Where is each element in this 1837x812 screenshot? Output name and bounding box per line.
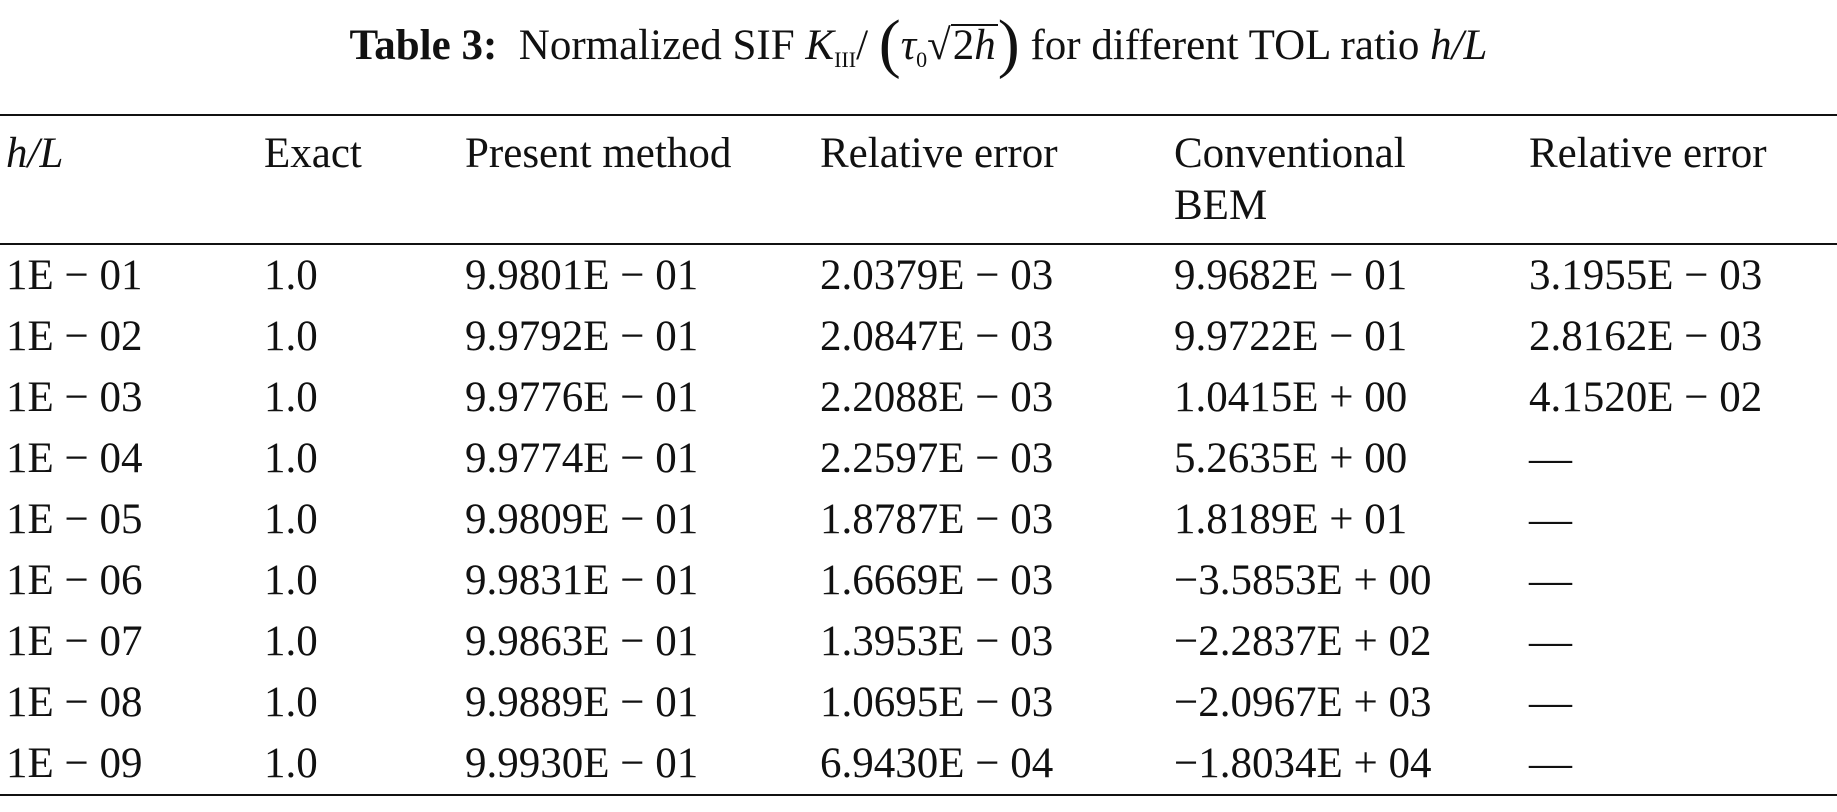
table-body: 1E − 01 1.0 9.9801E − 01 2.0379E − 03 9.9682… <box>0 244 1837 795</box>
table-cell: 1E − 04 <box>6 435 143 482</box>
table-header: h/L Exact Present method Relative error Conv… <box>0 115 1837 244</box>
table-cell: 1.8189E + 01 <box>1174 496 1408 543</box>
table-cell: 1E − 01 <box>6 252 143 299</box>
table-cell: 9.9930E − 01 <box>465 740 699 787</box>
table-row: 1E − 09 1.0 9.9930E − 01 6.9430E − 04 −1.803… <box>0 733 1837 795</box>
column-header: Conventional BEM <box>1174 130 1406 229</box>
table-cell: 5.2635E + 00 <box>1174 435 1408 482</box>
table-cell: 9.9774E − 01 <box>465 435 699 482</box>
caption-text: Normalized SIF <box>518 22 806 69</box>
table-cell: — <box>1529 740 1572 787</box>
table-cell: 9.9889E − 01 <box>465 679 699 726</box>
table-cell: 1.8787E − 03 <box>820 496 1054 543</box>
table-cell: 1.0 <box>264 618 318 665</box>
table-cell: 1E − 03 <box>6 374 143 421</box>
column-header: Exact <box>264 130 362 177</box>
table-row: 1E − 01 1.0 9.9801E − 01 2.0379E − 03 9.9682… <box>0 244 1837 306</box>
table-cell: 1E − 08 <box>6 679 143 726</box>
table-cell: 9.9809E − 01 <box>465 496 699 543</box>
column-header: h/L <box>6 130 64 177</box>
column-header: Relative error <box>1529 130 1767 177</box>
table-cell: — <box>1529 557 1572 604</box>
table-cell: 1.6669E − 03 <box>820 557 1054 604</box>
caption-symbol: τ <box>900 22 917 69</box>
caption-text: 2 <box>952 22 975 69</box>
table-row: 1E − 04 1.0 9.9774E − 01 2.2597E − 03 5.2635… <box>0 428 1837 489</box>
table-row: 1E − 08 1.0 9.9889E − 01 1.0695E − 03 −2.096… <box>0 672 1837 733</box>
table-cell: 2.2088E − 03 <box>820 374 1054 421</box>
table-cell: 2.0847E − 03 <box>820 313 1054 360</box>
table-cell: 9.9792E − 01 <box>465 313 699 360</box>
table-cell: −2.2837E + 02 <box>1174 618 1432 665</box>
caption-text: for different TOL ratio <box>1030 22 1431 69</box>
table-cell: 9.9682E − 01 <box>1174 252 1408 299</box>
table-cell: 1.0 <box>264 679 318 726</box>
table-cell: — <box>1529 496 1572 543</box>
caption-text: / <box>856 22 869 69</box>
table-cell: 3.1955E − 03 <box>1529 252 1763 299</box>
table-cell: 9.9722E − 01 <box>1174 313 1408 360</box>
table-cell: 1.0 <box>264 496 318 543</box>
table-caption: Table 3: Normalized SIF KIII/ (τ0√2h) fo… <box>349 7 1488 80</box>
caption-symbol: h <box>974 22 996 69</box>
table-cell: 2.2597E − 03 <box>820 435 1054 482</box>
data-table: h/L Exact Present method Relative error Conv… <box>0 114 1837 796</box>
table-row: 1E − 03 1.0 9.9776E − 01 2.2088E − 03 1.0415… <box>0 367 1837 428</box>
table-cell: 1E − 02 <box>6 313 143 360</box>
table-row: 1E − 02 1.0 9.9792E − 01 2.0847E − 03 9.9722… <box>0 306 1837 367</box>
table-row: 1E − 06 1.0 9.9831E − 01 1.6669E − 03 −3.585… <box>0 550 1837 611</box>
table-cell: 2.0379E − 03 <box>820 252 1054 299</box>
table-cell: 1.0 <box>264 252 318 299</box>
table-cell: 9.9776E − 01 <box>465 374 699 421</box>
table-cell: 9.9801E − 01 <box>465 252 699 299</box>
table-cell: 6.9430E − 04 <box>820 740 1054 787</box>
table-cell: 9.9831E − 01 <box>465 557 699 604</box>
table-cell: — <box>1529 435 1572 482</box>
table-cell: 1.0415E + 00 <box>1174 374 1408 421</box>
table-cell: 1E − 09 <box>6 740 143 787</box>
table-cell: −1.8034E + 04 <box>1174 740 1432 787</box>
header-row: h/L Exact Present method Relative error Conv… <box>0 115 1837 244</box>
table-cell: 1E − 05 <box>6 496 143 543</box>
table-cell: 1.0695E − 03 <box>820 679 1054 726</box>
table-cell: 1.0 <box>264 740 318 787</box>
table-cell: 9.9863E − 01 <box>465 618 699 665</box>
table-row: 1E − 07 1.0 9.9863E − 01 1.3953E − 03 −2.283… <box>0 611 1837 672</box>
table-cell: 1E − 06 <box>6 557 143 604</box>
caption-subscript: 0 <box>916 47 928 72</box>
table-row: 1E − 05 1.0 9.9809E − 01 1.8787E − 03 1.8189… <box>0 489 1837 550</box>
table-cell: 4.1520E − 02 <box>1529 374 1763 421</box>
caption-subscript: III <box>834 47 857 72</box>
table-cell: −3.5853E + 00 <box>1174 557 1432 604</box>
table-cell: 1E − 07 <box>6 618 143 665</box>
table-cell: — <box>1529 679 1572 726</box>
table-cell: 2.8162E − 03 <box>1529 313 1763 360</box>
table-cell: 1.0 <box>264 313 318 360</box>
column-header: Relative error <box>820 130 1058 177</box>
table-cell: — <box>1529 618 1572 665</box>
table-cell: −2.0967E + 03 <box>1174 679 1432 726</box>
table-cell: 1.0 <box>264 557 318 604</box>
table-cell: 1.0 <box>264 374 318 421</box>
caption-symbol: K <box>805 22 835 69</box>
table-cell: 1.3953E − 03 <box>820 618 1054 665</box>
table-cell: 1.0 <box>264 435 318 482</box>
caption-symbol: h/L <box>1430 22 1488 69</box>
caption-label: Table 3: <box>349 22 498 69</box>
column-header: Present method <box>465 130 732 177</box>
caption-radicand: 2h <box>950 22 998 69</box>
